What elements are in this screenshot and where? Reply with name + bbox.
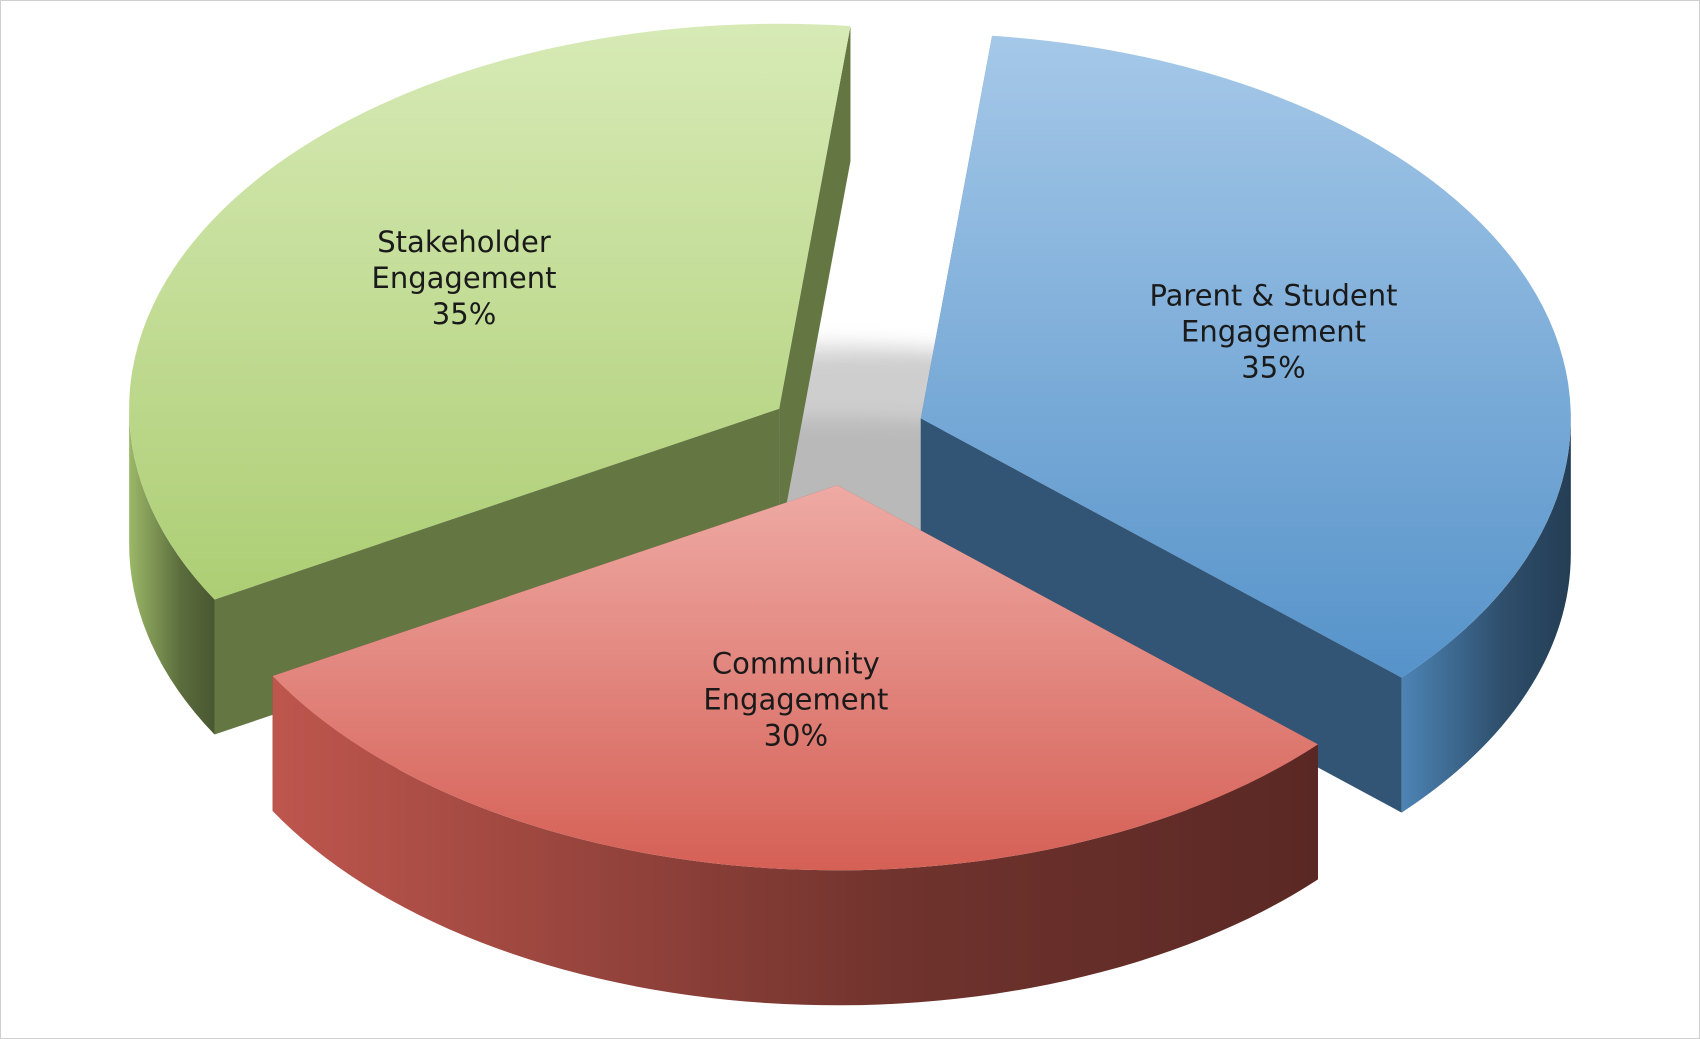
- slice-name-label: Stakeholder: [377, 225, 551, 259]
- pie-slice-parent-student-engagement: [920, 35, 1571, 678]
- pie-slice-community-engagement: [272, 485, 1318, 871]
- slice-label: Community Engagement 30%: [703, 646, 888, 752]
- slice-value-label: 35%: [1241, 351, 1305, 385]
- slice-name-label: Engagement: [1181, 315, 1366, 349]
- slice-outer-wall: [1401, 418, 1571, 813]
- slice-name-label: Parent & Student: [1149, 279, 1397, 313]
- pie-slice-stakeholder-engagement: [129, 23, 851, 600]
- slice-outer-wall: [129, 408, 215, 735]
- slice-wall: [920, 418, 1402, 813]
- slice-value-label: 30%: [764, 718, 828, 752]
- slice-value-label: 35%: [432, 297, 496, 331]
- slice-name-label: Engagement: [703, 682, 888, 716]
- slice-label: Stakeholder Engagement 35%: [372, 225, 557, 331]
- slice-name-label: Engagement: [372, 261, 557, 295]
- slice-name-label: Community: [712, 646, 880, 680]
- slice-wall: [779, 26, 851, 544]
- slice-outer-wall: [272, 676, 1318, 1006]
- slice-label: Parent & Student Engagement 35%: [1149, 279, 1397, 385]
